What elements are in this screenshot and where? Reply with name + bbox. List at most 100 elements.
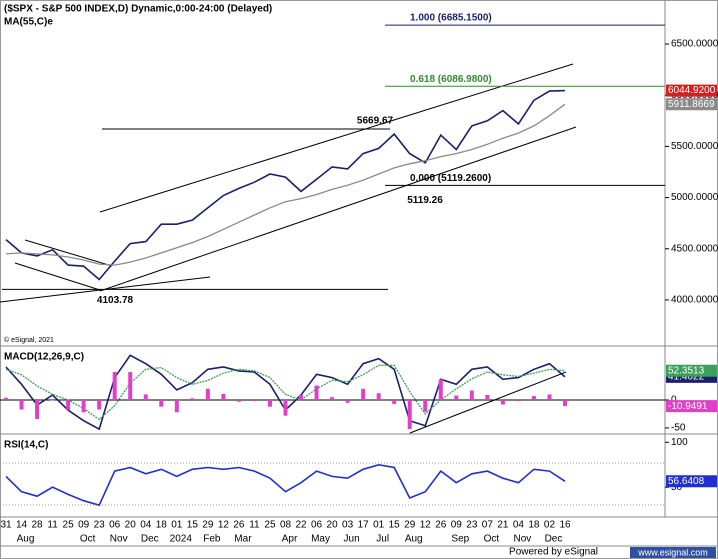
x-tick-label: 18 [528,520,540,531]
x-tick-label: 18 [156,520,168,531]
histogram-bar [205,388,210,401]
series-line [5,103,566,266]
last-value-label: 6044.9200 [668,85,716,96]
x-tick-label: 22 [295,520,307,531]
x-tick-label: 01 [171,520,183,531]
x-month-label: Dec [141,534,159,545]
trend-line [24,239,113,267]
footer-badge [630,547,716,558]
x-tick-label: 23 [466,520,478,531]
x-month-label: Feb [203,534,221,545]
x-tick-label: 25 [63,520,75,531]
fib-label: 0.000 (5119.2600) [410,173,491,184]
series-line [5,364,566,421]
footer-text: Powered by eSignal [509,547,598,558]
histogram-bar [531,396,536,401]
trend-line [99,126,577,292]
y-tick-label: 4500.0000 [671,243,718,254]
x-tick-label: 04 [140,520,152,531]
x-tick-label: 09 [451,520,463,531]
x-month-label: Aug [405,534,423,545]
x-tick-label: 15 [389,520,401,531]
price-level-label: 4103.78 [97,295,134,306]
trend-line [409,371,567,434]
x-month-label: Jul [376,534,389,545]
x-tick-label: 02 [544,520,556,531]
histogram-bar [19,400,24,410]
x-tick-label: 20 [125,520,137,531]
last-value-label-box [666,400,717,413]
histogram-bar [190,398,195,401]
y-tick-label: -50 [671,423,686,434]
x-tick-label: 12 [420,520,432,531]
x-month-label: Apr [282,534,298,545]
x-tick-label: 09 [78,520,90,531]
footer-url[interactable]: www.esignal.com [637,547,708,557]
x-tick-label: 21 [497,520,509,531]
last-value-label-box [666,98,717,111]
x-month-label: Aug [17,534,35,545]
x-month-label: Dec [545,534,563,545]
x-month-label: Oct [484,534,500,545]
y-tick-label: 100 [671,437,688,448]
watermark: © eSignal, 2021 [4,336,54,344]
y-tick-label: 6500.0000 [671,39,718,50]
legend-entry: MA(55,C)e [4,17,53,28]
x-tick-label: 14 [16,520,28,531]
histogram-bar [128,372,133,401]
panel-title: MACD(12,26,9,C) [4,352,84,363]
y-tick-label: 5000.0000 [671,192,718,203]
histogram-bar [361,388,366,401]
x-month-label: Oct [80,534,96,545]
x-tick-label: 28 [31,520,43,531]
histogram-bar [66,400,71,411]
histogram-bar [4,397,8,401]
histogram-bar [563,400,567,407]
histogram-bar [423,400,428,412]
x-month-label: Sep [451,534,469,545]
x-tick-label: 25 [264,520,276,531]
histogram-bar [485,394,490,401]
last-value-label-box [666,364,717,377]
last-value-label: 5911.8669 [668,99,715,110]
x-month-label: Mar [234,534,252,545]
histogram-bar [376,393,381,401]
y-tick-label: 5500.0000 [671,141,718,152]
x-tick-label: 16 [559,520,571,531]
x-month-label: May [311,534,330,545]
histogram-bar [50,400,55,401]
histogram-bar [314,385,319,401]
histogram-bar [516,400,521,402]
histogram-bar [236,400,241,402]
histogram-bar [438,379,443,401]
y-tick-label: 4000.0000 [671,295,718,306]
fib-label: 0.618 (6086.9800) [410,74,492,85]
x-tick-label: 06 [109,520,121,531]
histogram-bar [299,394,304,401]
x-tick-label: 31 [0,520,12,531]
histogram-bar [159,400,164,407]
x-tick-label: 07 [482,520,494,531]
panel-title: RSI(14,C) [4,440,48,451]
histogram-bar [267,400,272,407]
last-value-label-box [666,475,717,488]
x-month-label: Nov [110,534,128,545]
x-tick-label: 11 [47,520,58,531]
x-tick-label: 23 [94,520,106,531]
x-month-label: 2024 [170,534,193,545]
x-tick-label: 01 [373,520,385,531]
histogram-bar [174,400,179,413]
last-value-label: -10.9491 [668,401,708,412]
histogram-bar [407,400,412,430]
x-tick-label: 26 [435,520,447,531]
x-tick-label: 26 [233,520,245,531]
histogram-bar [221,393,226,401]
x-tick-label: 29 [202,520,214,531]
x-month-label: Jun [344,534,360,545]
histogram-bar [500,400,505,405]
histogram-bar [252,400,257,402]
histogram-bar [112,372,117,401]
x-tick-label: 17 [358,520,370,531]
